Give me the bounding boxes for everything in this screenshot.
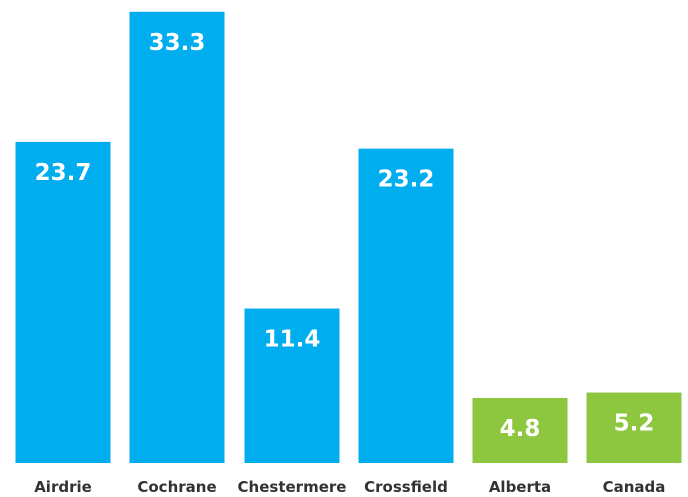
value-labels-group: 23.7 33.3 11.4 23.2 4.8 5.2 bbox=[35, 30, 655, 442]
value-label-crossfield: 23.2 bbox=[378, 167, 435, 193]
bar-alberta bbox=[472, 397, 568, 463]
category-labels-group: Airdrie Cochrane Chestermere Crossfield Albe… bbox=[34, 478, 665, 496]
category-label-canada: Canada bbox=[603, 478, 666, 496]
category-label-chestermere: Chestermere bbox=[238, 478, 347, 496]
bar-chestermere bbox=[244, 308, 340, 463]
bar-cochrane bbox=[129, 11, 225, 463]
bar-canada bbox=[586, 392, 682, 463]
bar-airdrie bbox=[15, 141, 111, 464]
value-label-chestermere: 11.4 bbox=[264, 327, 321, 353]
value-label-alberta: 4.8 bbox=[500, 416, 541, 442]
bar-crossfield bbox=[358, 148, 454, 463]
value-label-cochrane: 33.3 bbox=[149, 30, 206, 56]
category-label-cochrane: Cochrane bbox=[137, 478, 216, 496]
category-label-alberta: Alberta bbox=[489, 478, 551, 496]
category-label-airdrie: Airdrie bbox=[34, 478, 92, 496]
bars-group bbox=[15, 11, 682, 464]
category-label-crossfield: Crossfield bbox=[364, 478, 448, 496]
value-label-airdrie: 23.7 bbox=[35, 160, 92, 186]
value-label-canada: 5.2 bbox=[614, 411, 655, 437]
